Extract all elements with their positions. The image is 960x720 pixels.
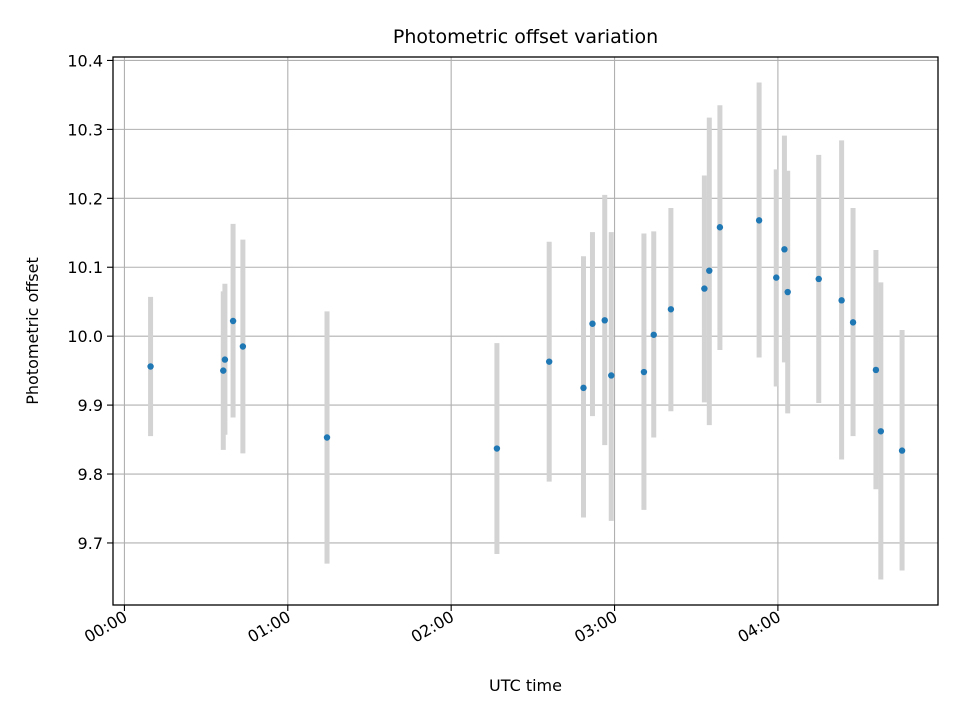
data-point (716, 224, 724, 231)
data-point (229, 317, 237, 325)
y-axis-title: Photometric offset (23, 257, 42, 405)
data-point (147, 363, 154, 370)
chart-title: Photometric offset variation (393, 26, 658, 48)
data-point (773, 274, 780, 281)
data-point (493, 445, 501, 452)
data-point (877, 428, 885, 435)
data-point (898, 447, 906, 454)
data-point (220, 367, 227, 374)
data-point (667, 306, 675, 313)
data-point (701, 285, 708, 292)
data-point (815, 275, 822, 283)
y-tick-label: 10.0 (67, 327, 103, 346)
x-axis-title: UTC time (489, 676, 562, 695)
data-point (706, 267, 713, 274)
data-point (589, 320, 596, 327)
data-point (872, 366, 880, 374)
data-point (755, 217, 763, 224)
y-tick-label: 10.1 (67, 258, 103, 277)
data-point (580, 384, 587, 392)
y-tick-label: 10.2 (67, 189, 103, 208)
data-point (849, 319, 857, 326)
y-tick-label: 9.9 (78, 396, 103, 415)
data-point (221, 356, 229, 363)
data-point (323, 434, 331, 441)
y-tick-label: 10.3 (67, 120, 103, 139)
data-point (608, 372, 615, 379)
data-point (784, 288, 791, 296)
plot-frame (112, 56, 939, 606)
data-point (239, 343, 247, 350)
data-point (545, 358, 553, 365)
y-tick-label: 9.8 (78, 465, 103, 484)
point-layer (147, 217, 906, 454)
data-point (640, 368, 648, 376)
data-point (781, 246, 788, 253)
y-tick-label: 9.7 (78, 534, 103, 553)
y-tick-label: 10.4 (67, 51, 103, 70)
data-point (601, 317, 608, 324)
data-point (838, 297, 845, 304)
data-point (650, 331, 657, 338)
